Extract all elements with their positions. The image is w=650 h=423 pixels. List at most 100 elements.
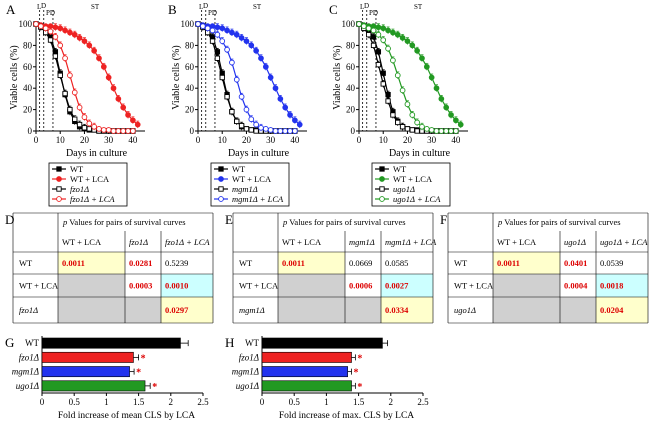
x-tick-label: 0 bbox=[34, 135, 39, 145]
table-cell-value: 0.0003 bbox=[129, 281, 152, 291]
phase-label-st: ST bbox=[414, 3, 423, 11]
legend-marker bbox=[56, 196, 62, 202]
x-tick-label: 30 bbox=[427, 135, 437, 145]
data-point bbox=[62, 90, 68, 97]
data-point bbox=[224, 94, 230, 100]
y-tick-label: 80 bbox=[23, 40, 33, 50]
x-axis-label: Fold increase of max. CLS by LCA bbox=[279, 410, 414, 421]
data-point bbox=[267, 127, 274, 133]
data-point bbox=[120, 104, 127, 111]
table-column-header: WT + LCA bbox=[282, 237, 322, 247]
x-tick-label: 0 bbox=[357, 135, 362, 145]
table-cell-value: 0.0297 bbox=[165, 305, 189, 315]
significance-star: * bbox=[136, 368, 141, 379]
y-tick-label: 20 bbox=[23, 105, 33, 115]
table-cell-shade bbox=[58, 297, 125, 323]
table-column-header: ugo1Δ bbox=[564, 237, 586, 247]
data-point bbox=[105, 127, 112, 133]
y-tick-label: 100 bbox=[181, 19, 195, 29]
table-title-rest: Values for pairs of survival curves bbox=[502, 217, 620, 227]
series-3 bbox=[33, 21, 136, 134]
x-tick-label: 10 bbox=[218, 135, 228, 145]
y-tick-label: 100 bbox=[342, 19, 356, 29]
data-point bbox=[209, 38, 216, 44]
data-point bbox=[395, 119, 401, 126]
data-point bbox=[443, 128, 450, 134]
data-point bbox=[433, 128, 440, 134]
data-point bbox=[233, 76, 240, 83]
data-point bbox=[204, 25, 211, 32]
table-cell-value: 0.0011 bbox=[282, 258, 305, 268]
legend-marker bbox=[379, 196, 385, 202]
data-point bbox=[229, 29, 235, 36]
legend-entry: ugo1Δ + LCA bbox=[393, 194, 441, 204]
legend-entry: WT bbox=[393, 164, 407, 174]
data-point bbox=[375, 24, 382, 31]
legend-entry: fzo1Δ bbox=[70, 184, 89, 194]
data-point bbox=[419, 55, 425, 62]
phase-label-d: D bbox=[41, 2, 46, 10]
data-point bbox=[86, 120, 93, 127]
x-tick-label: 10 bbox=[379, 135, 389, 145]
data-point bbox=[262, 126, 269, 132]
data-point bbox=[125, 112, 131, 118]
phase-label-d: D bbox=[364, 2, 369, 10]
data-point bbox=[130, 117, 136, 124]
y-tick-label: 20 bbox=[346, 105, 356, 115]
table-row-label: mgm1Δ bbox=[239, 305, 265, 315]
x-tick-label: 20 bbox=[403, 135, 413, 145]
data-point bbox=[296, 121, 303, 128]
table-cell-shade bbox=[58, 252, 125, 274]
data-point bbox=[267, 74, 274, 81]
data-point bbox=[224, 27, 230, 34]
table-cell-shade bbox=[278, 252, 345, 274]
table-cell-shade bbox=[58, 274, 125, 297]
x-axis-label: Days in culture bbox=[66, 148, 128, 159]
y-tick-label: 80 bbox=[185, 40, 195, 50]
legend-marker bbox=[379, 176, 385, 182]
data-point bbox=[214, 31, 221, 38]
data-point bbox=[134, 121, 141, 128]
x-tick-label: 20 bbox=[80, 135, 90, 145]
data-point bbox=[96, 126, 102, 132]
data-point bbox=[414, 119, 420, 126]
table-cell-value: 0.0401 bbox=[564, 258, 587, 268]
x-tick-label: 40 bbox=[290, 135, 300, 145]
data-point bbox=[258, 55, 264, 62]
data-point bbox=[219, 74, 225, 81]
table-title: p Values for pairs of survival curves bbox=[497, 217, 621, 227]
x-axis-label: Fold increase of mean CLS by LCA bbox=[58, 410, 195, 421]
significance-star: * bbox=[357, 353, 362, 364]
data-point bbox=[219, 38, 226, 44]
data-point bbox=[243, 38, 250, 44]
panel-letter: F bbox=[440, 212, 447, 227]
data-point bbox=[380, 25, 387, 32]
bar-category-label: WT bbox=[25, 338, 39, 348]
data-point bbox=[100, 63, 107, 70]
data-point bbox=[105, 74, 112, 81]
data-point bbox=[42, 25, 49, 32]
legend-entry: WT + LCA bbox=[393, 174, 433, 184]
table-row-label: WT bbox=[239, 258, 253, 268]
data-point bbox=[385, 98, 391, 104]
table-cell-value: 0.0027 bbox=[385, 281, 409, 291]
y-tick-label: 40 bbox=[185, 83, 195, 93]
data-point bbox=[57, 42, 64, 49]
x-tick-label: 40 bbox=[128, 135, 138, 145]
data-point bbox=[380, 37, 387, 43]
data-point bbox=[243, 106, 250, 113]
data-point bbox=[81, 125, 88, 131]
table-cell-shade bbox=[596, 297, 648, 323]
data-point bbox=[365, 25, 372, 32]
phase-label-l: L bbox=[360, 3, 364, 11]
data-point bbox=[71, 31, 78, 38]
data-point bbox=[428, 74, 435, 81]
bar-category-label: WT bbox=[245, 338, 259, 348]
table-row-label: fzo1Δ bbox=[19, 305, 38, 315]
data-point bbox=[110, 128, 117, 134]
data-point bbox=[125, 128, 131, 134]
data-point bbox=[453, 117, 459, 124]
